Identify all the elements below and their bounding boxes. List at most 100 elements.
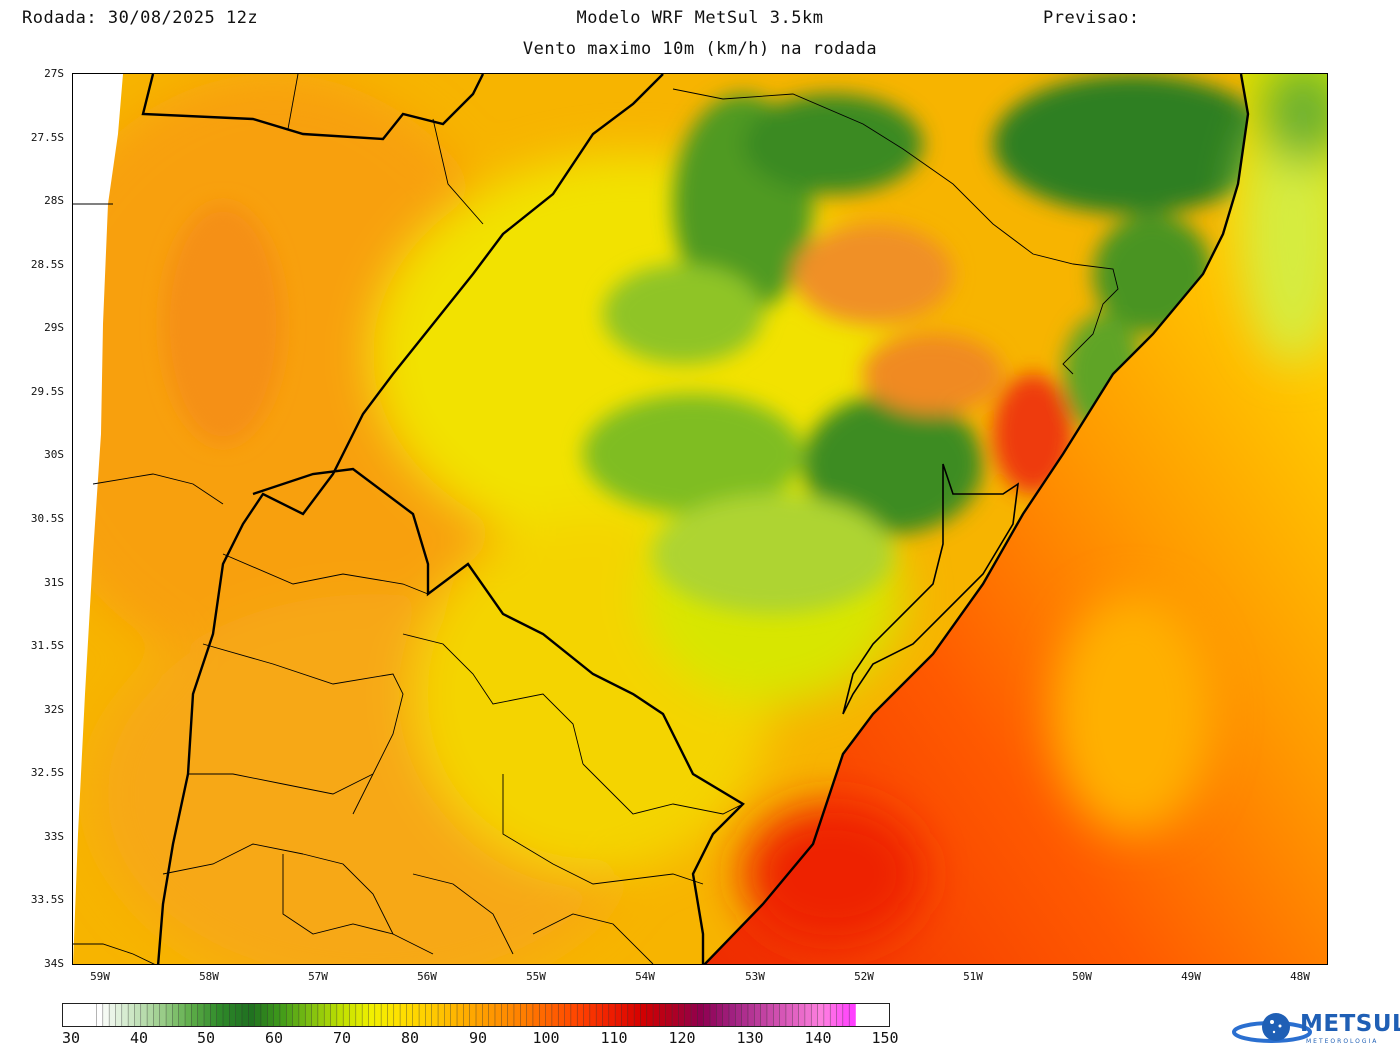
lon-tick-label: 59W (90, 970, 110, 983)
colorbar-swatch (653, 1004, 660, 1026)
colorbar-swatch (589, 1004, 597, 1026)
lat-tick-label: 30.5S (30, 512, 64, 525)
colorbar-swatch (368, 1004, 376, 1026)
wind-field-layer (73, 74, 1327, 964)
colorbar-swatch (197, 1004, 205, 1026)
colorbar-swatch (159, 1004, 167, 1026)
colorbar-swatch (494, 1004, 502, 1026)
run-timestamp: Rodada: 30/08/2025 12z (22, 8, 259, 28)
colorbar-label: 40 (129, 1029, 149, 1047)
colorbar-swatch (488, 1004, 496, 1026)
colorbar-swatch (842, 1004, 850, 1026)
colorbar-swatch (469, 1004, 477, 1026)
colorbar-swatch (476, 1004, 483, 1026)
colorbar-label: 130 (736, 1029, 764, 1047)
colorbar-swatch (279, 1004, 287, 1026)
colorbar-swatch (678, 1004, 685, 1026)
colorbar-swatch (96, 1004, 104, 1026)
colorbar-swatch (627, 1004, 635, 1026)
colorbar-swatch (602, 1004, 610, 1026)
colorbar-swatch (513, 1004, 521, 1026)
lat-tick-label: 30S (44, 448, 64, 461)
colorbar-swatch (305, 1004, 312, 1026)
colorbar-swatch (520, 1004, 527, 1026)
logo-wordmark: METSUL (1300, 1011, 1400, 1037)
colorbar-swatch (134, 1004, 142, 1026)
colorbar-swatch (722, 1004, 730, 1026)
lon-tick-label: 56W (417, 970, 437, 983)
lon-tick-label: 58W (199, 970, 219, 983)
colorbar-swatch (830, 1004, 837, 1026)
colorbar-swatch (457, 1004, 464, 1026)
colorbar-label: 60 (264, 1029, 284, 1047)
colorbar-swatch (463, 1004, 470, 1026)
colorbar-swatch (507, 1004, 515, 1026)
colorbar-swatch (412, 1004, 420, 1026)
model-title: Modelo WRF MetSul 3.5km (576, 8, 824, 28)
lon-tick-label: 50W (1072, 970, 1092, 983)
lon-tick-label: 49W (1181, 970, 1201, 983)
colorbar-label: 70 (332, 1029, 352, 1047)
colorbar-swatch (166, 1004, 173, 1026)
colorbar-label: 80 (400, 1029, 420, 1047)
colorbar-swatch (330, 1004, 338, 1026)
colorbar-swatch (254, 1004, 262, 1026)
colorbar-swatch (292, 1004, 300, 1026)
colorbar-swatch (381, 1004, 388, 1026)
colorbar-swatch (716, 1004, 723, 1026)
lon-tick-label: 54W (635, 970, 655, 983)
colorbar-swatch (779, 1004, 787, 1026)
colorbar-swatch (438, 1004, 445, 1026)
colorbar-swatch (596, 1004, 603, 1026)
colorbar-swatch (223, 1004, 230, 1026)
colorbar-swatch (760, 1004, 768, 1026)
colorbar-swatch (172, 1004, 179, 1026)
colorbar-swatch (747, 1004, 755, 1026)
colorbar-swatch (608, 1004, 616, 1026)
colorbar-swatch (121, 1004, 129, 1026)
colorbar-swatch (298, 1004, 306, 1026)
colorbar-swatch (191, 1004, 198, 1026)
colorbar-swatch (229, 1004, 236, 1026)
colorbar-swatch (362, 1004, 369, 1026)
colorbar-swatch (703, 1004, 711, 1026)
lat-tick-label: 31.5S (30, 639, 64, 652)
colorbar-swatch (665, 1004, 673, 1026)
colorbar-label: 30 (61, 1029, 81, 1047)
colorbar-swatch (684, 1004, 692, 1026)
colorbar-swatch (817, 1004, 825, 1026)
colorbar-swatch (697, 1004, 704, 1026)
colorbar-swatch (248, 1004, 255, 1026)
colorbar-swatch (267, 1004, 274, 1026)
colorbar-label: 100 (532, 1029, 560, 1047)
colorbar-label: 90 (468, 1029, 488, 1047)
colorbar-swatch (286, 1004, 293, 1026)
lat-tick-label: 31S (44, 576, 64, 589)
colorbar-swatch (109, 1004, 116, 1026)
colorbar-swatch (710, 1004, 717, 1026)
lat-tick-label: 28.5S (30, 258, 64, 271)
lon-tick-label: 48W (1290, 970, 1310, 983)
colorbar-swatch (615, 1004, 622, 1026)
forecast-label: Previsao: (1043, 8, 1140, 28)
colorbar-swatch (406, 1004, 414, 1026)
lat-tick-label: 27S (44, 67, 64, 80)
colorbar-swatch (640, 1004, 648, 1026)
colorbar-swatch (672, 1004, 679, 1026)
colorbar-swatch (798, 1004, 806, 1026)
colorbar-swatch (140, 1004, 148, 1026)
lon-tick-label: 57W (308, 970, 328, 983)
colorbar-swatch (558, 1004, 565, 1026)
colorbar-swatch (539, 1004, 546, 1026)
colorbar-swatch (153, 1004, 161, 1026)
lat-tick-label: 33S (44, 830, 64, 843)
colorbar-swatch (450, 1004, 458, 1026)
colorbar-swatch (621, 1004, 629, 1026)
colorbar-swatch (419, 1004, 426, 1026)
lon-tick-label: 53W (745, 970, 765, 983)
colorbar-swatch (729, 1004, 736, 1026)
colorbar-label: 140 (804, 1029, 832, 1047)
colorbar-label: 150 (871, 1029, 899, 1047)
colorbar-swatch (766, 1004, 774, 1026)
colorbar-swatch (792, 1004, 799, 1026)
